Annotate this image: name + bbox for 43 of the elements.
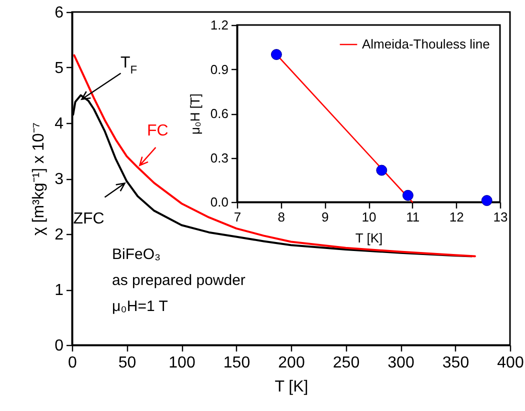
x-tick-label: 300 xyxy=(388,354,414,372)
point xyxy=(376,164,388,176)
annotation: μ₀H=1 T xyxy=(112,298,168,315)
x-axis-title: T [K] xyxy=(355,230,383,246)
x-tick-label: 400 xyxy=(497,354,524,372)
y-tick-label: 5 xyxy=(54,60,64,77)
x-tick-label: 0 xyxy=(68,354,78,372)
x-tick-label: 7 xyxy=(234,210,242,224)
x-tick-label: 9 xyxy=(322,210,329,224)
x-tick-label: 10 xyxy=(362,210,376,224)
y-tick-label: 4 xyxy=(54,116,64,132)
x-tick-label: 150 xyxy=(223,354,250,372)
y-tick-label: 0.6 xyxy=(210,106,228,121)
point xyxy=(481,195,492,206)
x-axis-title: T [K] xyxy=(274,378,308,396)
y-tick-label: 0.9 xyxy=(210,62,228,77)
point xyxy=(270,49,282,60)
y-tick-label: 2 xyxy=(54,226,64,244)
annotation: as prepared powder xyxy=(112,272,246,289)
x-tick-label: 8 xyxy=(278,210,285,224)
y-tick-label: 0.3 xyxy=(210,150,228,166)
annotation: BiFeO₃ xyxy=(112,246,161,263)
x-tick-label: 11 xyxy=(406,210,420,224)
legend-label: ZFC xyxy=(73,210,104,228)
y-tick-label: 3 xyxy=(54,171,64,188)
x-tick-label: 200 xyxy=(278,354,305,372)
legend-label: Almeida-Thouless line xyxy=(362,36,490,52)
x-tick-label: 12 xyxy=(449,210,464,224)
y-tick-label: 6 xyxy=(54,4,64,22)
x-tick-label: 50 xyxy=(118,354,136,372)
x-tick-label: 350 xyxy=(442,354,470,372)
x-tick-label: 13 xyxy=(493,210,508,224)
x-tick-label: 100 xyxy=(168,354,196,372)
y-tick-label: 1 xyxy=(54,282,64,299)
y-axis-title: μ₀H [T] xyxy=(187,93,202,135)
series-label: FC xyxy=(147,122,168,140)
y-tick-label: 0 xyxy=(54,338,64,354)
y-tick-label: 1.2 xyxy=(210,18,228,32)
annotation: T$_{F}$ xyxy=(120,54,138,76)
y-axis-title: χ [m³kg⁻¹] x 10⁻⁷ xyxy=(30,122,48,236)
point xyxy=(402,190,414,201)
x-tick-label: 250 xyxy=(332,354,360,372)
y-tick-label: 0.0 xyxy=(210,194,228,210)
